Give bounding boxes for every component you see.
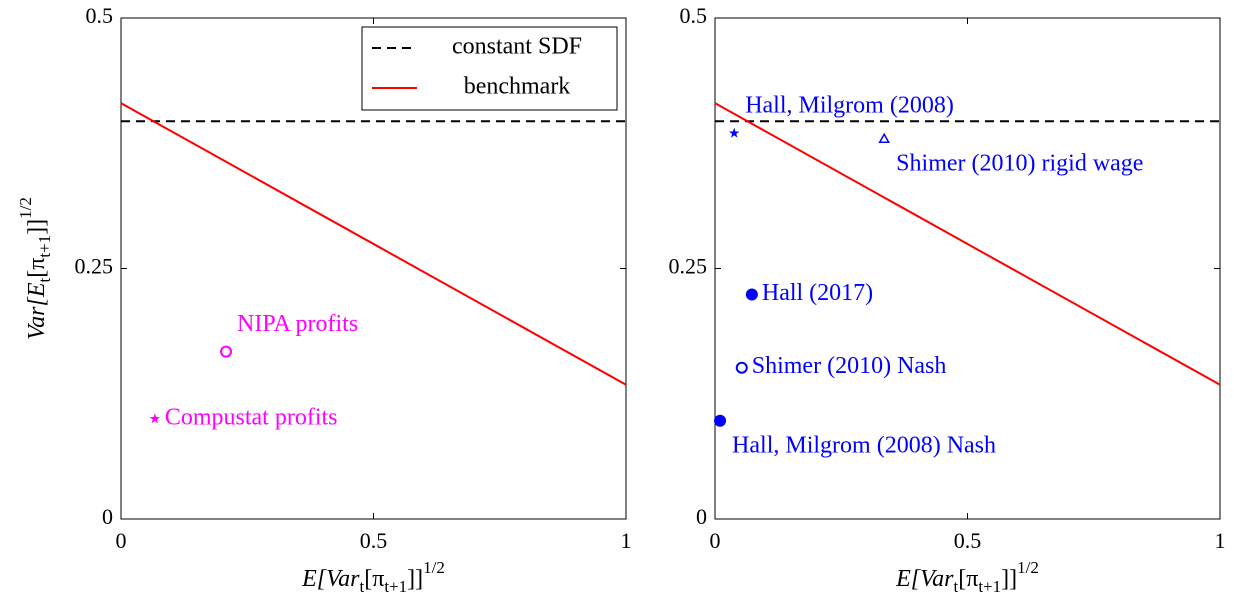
label-part: ]] bbox=[1001, 566, 1017, 592]
y-tick-label: 0.25 bbox=[75, 254, 114, 279]
label-part: E[Var bbox=[301, 566, 360, 592]
point-label: Compustat profits bbox=[165, 404, 338, 430]
legend-label: constant SDF bbox=[452, 34, 582, 60]
point bbox=[735, 361, 748, 374]
y-tick-label: 0.5 bbox=[86, 3, 114, 28]
x-tick-label: 1 bbox=[621, 528, 632, 553]
label-part: t bbox=[359, 577, 364, 596]
point bbox=[745, 288, 758, 301]
label-part: ]] bbox=[24, 219, 50, 235]
x-tick-label: 0 bbox=[116, 528, 127, 553]
y-tick-label: 0.25 bbox=[669, 254, 708, 279]
series-line bbox=[120, 102, 627, 386]
x-tick-label: 0.5 bbox=[954, 528, 982, 553]
x-axis-label: E[Vart[πt+1]]1/2 bbox=[301, 558, 445, 596]
label-part: t+1 bbox=[384, 577, 407, 596]
point-label: NIPA profits bbox=[237, 311, 358, 337]
label-part: 1/2 bbox=[423, 558, 445, 577]
point bbox=[149, 413, 161, 424]
x-tick-label: 1 bbox=[1215, 528, 1226, 553]
label-part: t bbox=[953, 577, 958, 596]
point-label: Hall, Milgrom (2008) bbox=[745, 93, 954, 119]
point bbox=[728, 127, 740, 138]
point bbox=[220, 345, 233, 358]
label-part: 1/2 bbox=[1017, 558, 1039, 577]
label-part: t+1 bbox=[978, 577, 1001, 596]
legend-label: benchmark bbox=[464, 74, 571, 100]
point-label: Shimer (2010) Nash bbox=[752, 353, 947, 379]
y-tick-label: 0 bbox=[696, 504, 707, 529]
legend-box bbox=[361, 26, 618, 111]
label-part: t+1 bbox=[35, 235, 54, 258]
label-part: E[Var bbox=[895, 566, 954, 592]
x-axis-label: E[Vart[πt+1]]1/2 bbox=[895, 558, 1039, 596]
point bbox=[878, 132, 890, 143]
x-tick-label: 0.5 bbox=[360, 528, 388, 553]
label-part: [π bbox=[24, 258, 50, 278]
y-tick-label: 0 bbox=[102, 504, 113, 529]
label-part: t bbox=[35, 278, 54, 283]
label-part: [π bbox=[364, 566, 384, 592]
label-part: [π bbox=[958, 566, 978, 592]
label-part: ]] bbox=[407, 566, 423, 592]
label-part: 1/2 bbox=[16, 197, 35, 219]
label-part: Var[E bbox=[24, 282, 50, 340]
series-line bbox=[714, 102, 1221, 386]
point-label: Shimer (2010) rigid wage bbox=[896, 151, 1143, 177]
y-tick-label: 0.5 bbox=[680, 3, 708, 28]
point-label: Hall, Milgrom (2008) Nash bbox=[732, 432, 996, 458]
point bbox=[714, 414, 727, 427]
x-tick-label: 0 bbox=[710, 528, 721, 553]
y-axis-label: Var[Et[πt+1]]1/2 bbox=[16, 197, 54, 340]
point-label: Hall (2017) bbox=[762, 280, 873, 306]
